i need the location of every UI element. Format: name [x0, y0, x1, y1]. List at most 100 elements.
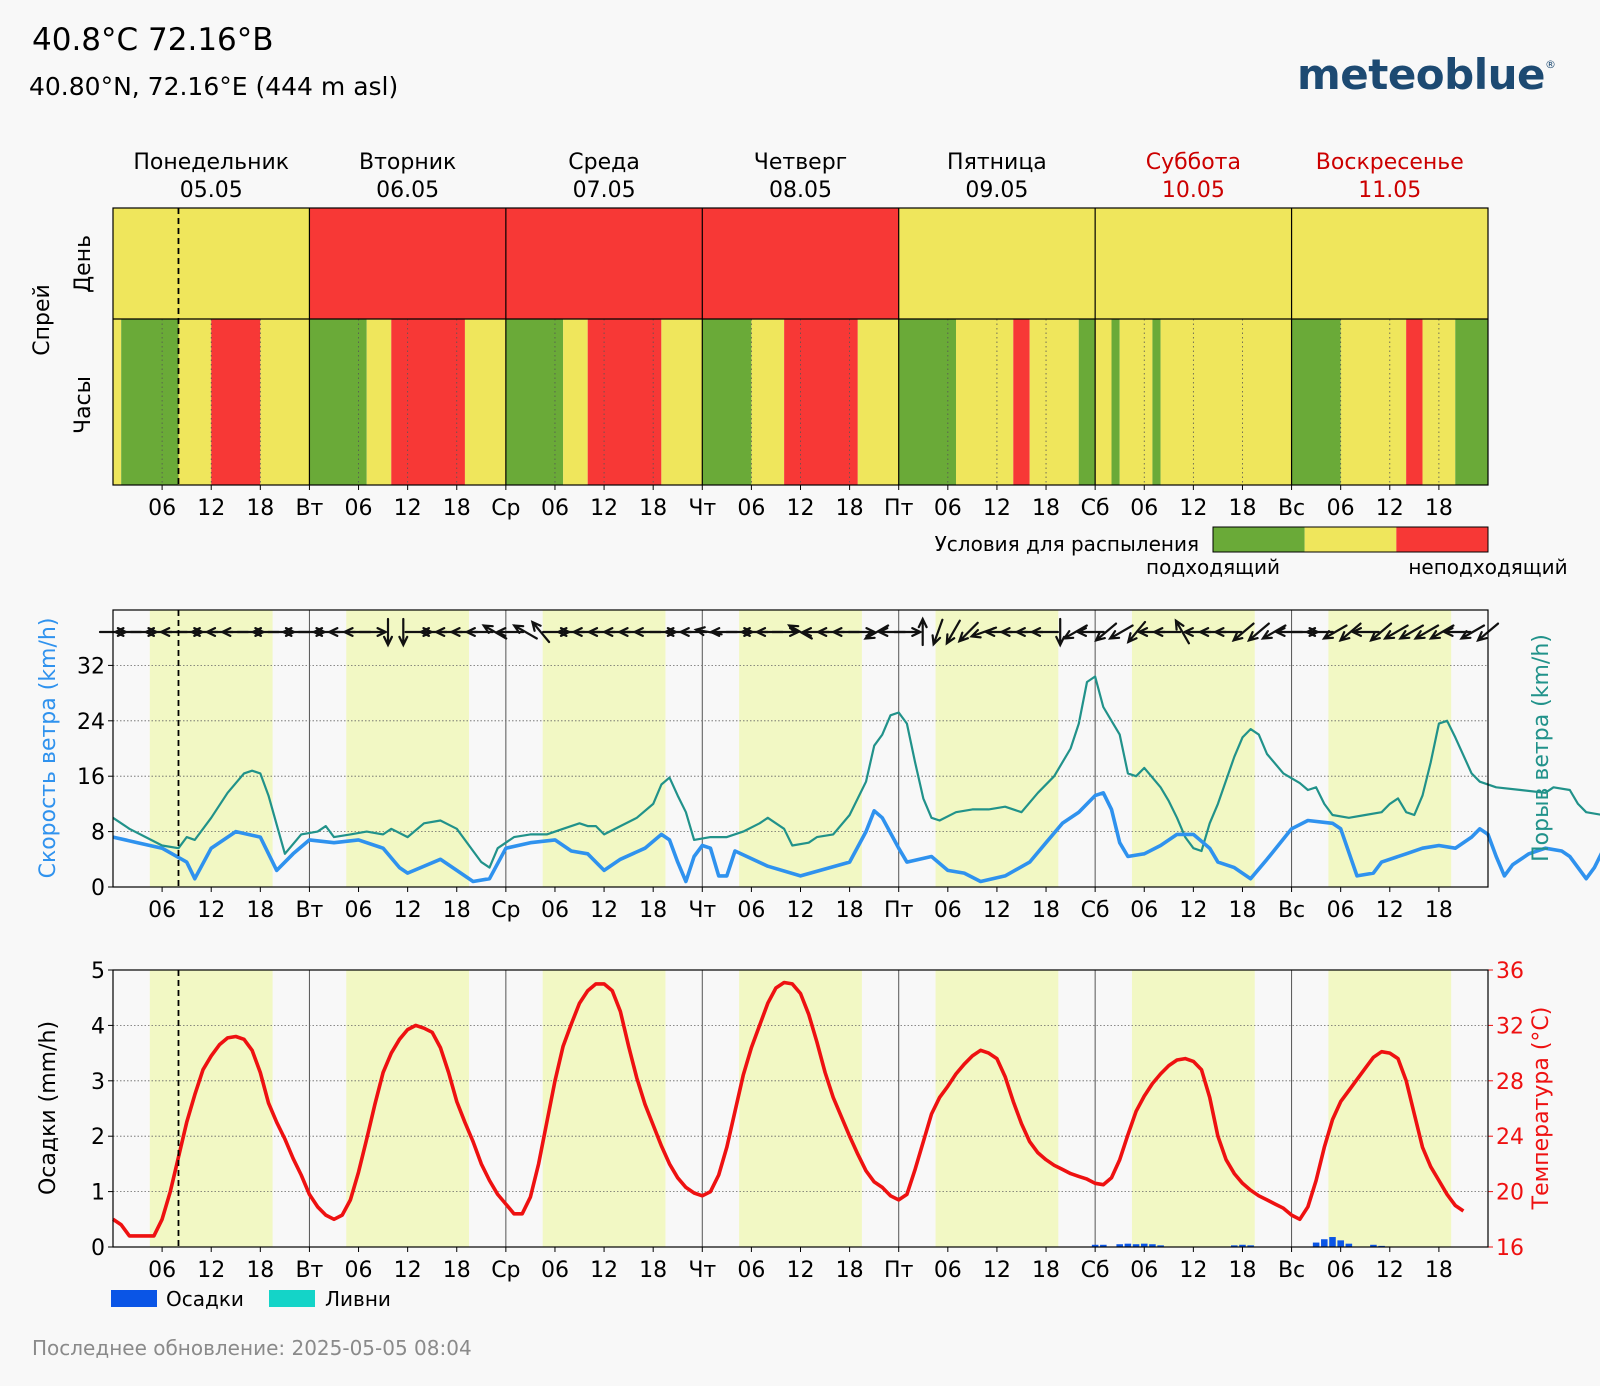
day-rating-cell — [898, 208, 1096, 319]
day-rating-cell — [505, 208, 703, 319]
daylight-band — [346, 610, 470, 887]
daylight-band — [1131, 970, 1255, 1247]
wind-direction-arrow — [1413, 624, 1440, 640]
day-rating-cell — [309, 208, 506, 319]
legend-label-showers: Ливни — [325, 1287, 391, 1311]
hour-rating-cell — [751, 319, 785, 485]
x-tick-label: 12 — [1179, 1258, 1207, 1283]
x-tick-label: 12 — [983, 496, 1011, 521]
precipitation-bar — [1100, 1244, 1107, 1247]
x-tick-label: Ср — [491, 898, 520, 923]
x-tick-label: 18 — [246, 1258, 274, 1283]
legend-label-suitable: подходящий — [1146, 555, 1280, 579]
hour-rating-cell — [366, 319, 392, 485]
spray-section-label: Спрей — [30, 284, 55, 356]
x-tick-label: Сб — [1081, 496, 1110, 521]
logo-text: meteoblue — [1297, 50, 1546, 99]
day-name: Среда — [568, 150, 640, 175]
day-name: Воскресенье — [1316, 150, 1464, 175]
wind-direction-arrow — [1231, 622, 1255, 643]
x-tick-label: 12 — [787, 898, 815, 923]
precip-tick-label: 4 — [91, 1014, 105, 1039]
y-tick-label: 0 — [91, 876, 105, 901]
hour-rating-cell — [309, 319, 367, 485]
x-tick-label: 18 — [1425, 1258, 1453, 1283]
daylight-band — [1328, 970, 1452, 1247]
hour-rating-cell — [211, 319, 261, 485]
x-tick-label: Пт — [884, 1258, 914, 1283]
wind-direction-arrow — [1107, 624, 1134, 640]
x-tick-label: 06 — [1327, 898, 1355, 923]
temperature-axis-label: Температура (°C) — [1529, 1007, 1554, 1211]
temperature-tick-label: 24 — [1496, 1125, 1524, 1150]
x-tick-label: 12 — [1179, 898, 1207, 923]
legend-swatch-unsuitable — [1396, 527, 1488, 552]
x-tick-label: 18 — [639, 496, 667, 521]
x-tick-label: 06 — [934, 1258, 962, 1283]
x-tick-label: Чт — [688, 1258, 716, 1283]
day-date: 06.05 — [376, 178, 439, 203]
day-name: Понедельник — [133, 150, 289, 175]
hour-rating-cell — [121, 319, 179, 485]
wind-direction-arrow — [398, 617, 409, 648]
spray-panel: Понедельник 05.05 Вторник 06.05 Среда 07.05 Че… — [30, 150, 1568, 579]
wind-direction-arrow — [1151, 627, 1182, 637]
x-tick-label: 18 — [1032, 496, 1060, 521]
hour-rating-cell — [1422, 319, 1456, 485]
hour-rating-cell — [178, 319, 212, 485]
wind-speed-line — [112, 791, 1600, 884]
hour-rating-cell — [1013, 319, 1030, 485]
wind-direction-arrow — [931, 618, 944, 647]
wind-direction-arrow — [1459, 624, 1486, 640]
x-tick-label: 12 — [1376, 1258, 1404, 1283]
hour-rating-cell — [1340, 319, 1407, 485]
wind-direction-arrow — [530, 620, 551, 644]
hour-rating-cell — [587, 319, 662, 485]
x-tick-label: Вт — [295, 898, 323, 923]
x-tick-label: 06 — [737, 898, 765, 923]
wind-direction-arrow — [1246, 622, 1270, 643]
temperature-tick-label: 28 — [1496, 1070, 1524, 1095]
day-date: 08.05 — [769, 178, 832, 203]
x-tick-label: 18 — [1032, 898, 1060, 923]
hour-rating-cell — [1111, 319, 1120, 485]
x-tick-label: 06 — [541, 898, 569, 923]
meteoblue-logo[interactable]: meteoblue® — [1297, 50, 1556, 99]
x-tick-label: Ср — [491, 1258, 520, 1283]
precipitation-bar — [1116, 1244, 1123, 1247]
x-tick-label: 18 — [246, 496, 274, 521]
wind-direction-arrow — [358, 627, 389, 637]
x-tick-label: 06 — [1130, 496, 1158, 521]
wind-gust-axis-label: Порыв ветра (km/h) — [1529, 634, 1554, 862]
hour-rating-cell — [1029, 319, 1079, 485]
daylight-band — [542, 610, 666, 887]
x-tick-label: 18 — [836, 898, 864, 923]
temperature-tick-label: 36 — [1496, 959, 1524, 984]
day-rating-cell — [702, 208, 899, 319]
x-tick-label: Сб — [1081, 1258, 1110, 1283]
wind-direction-arrow — [383, 617, 393, 648]
wind-direction-arrow — [1398, 624, 1424, 640]
precipitation-bar — [1329, 1237, 1336, 1247]
x-tick-label: 06 — [345, 1258, 373, 1283]
x-tick-label: 06 — [737, 1258, 765, 1283]
temperature-tick-label: 20 — [1496, 1181, 1524, 1206]
daylight-band — [149, 970, 273, 1247]
wind-direction-arrow — [917, 616, 928, 647]
wind-direction-arrow — [678, 627, 708, 637]
wind-direction-arrow — [1369, 622, 1393, 643]
precipitation-bar — [1312, 1242, 1320, 1247]
x-tick-label: Чт — [688, 496, 716, 521]
x-tick-label: 18 — [1425, 496, 1453, 521]
legend-swatch-moderate — [1304, 527, 1397, 552]
x-tick-label: 18 — [443, 496, 471, 521]
x-tick-label: 18 — [836, 1258, 864, 1283]
precipitation-bar — [1239, 1244, 1246, 1247]
x-tick-label: 12 — [787, 496, 815, 521]
y-tick-label: 24 — [77, 710, 105, 735]
day-date: 10.05 — [1162, 178, 1225, 203]
day-date: 07.05 — [573, 178, 636, 203]
hour-rating-cell — [898, 319, 957, 485]
day-date: 11.05 — [1358, 178, 1421, 203]
